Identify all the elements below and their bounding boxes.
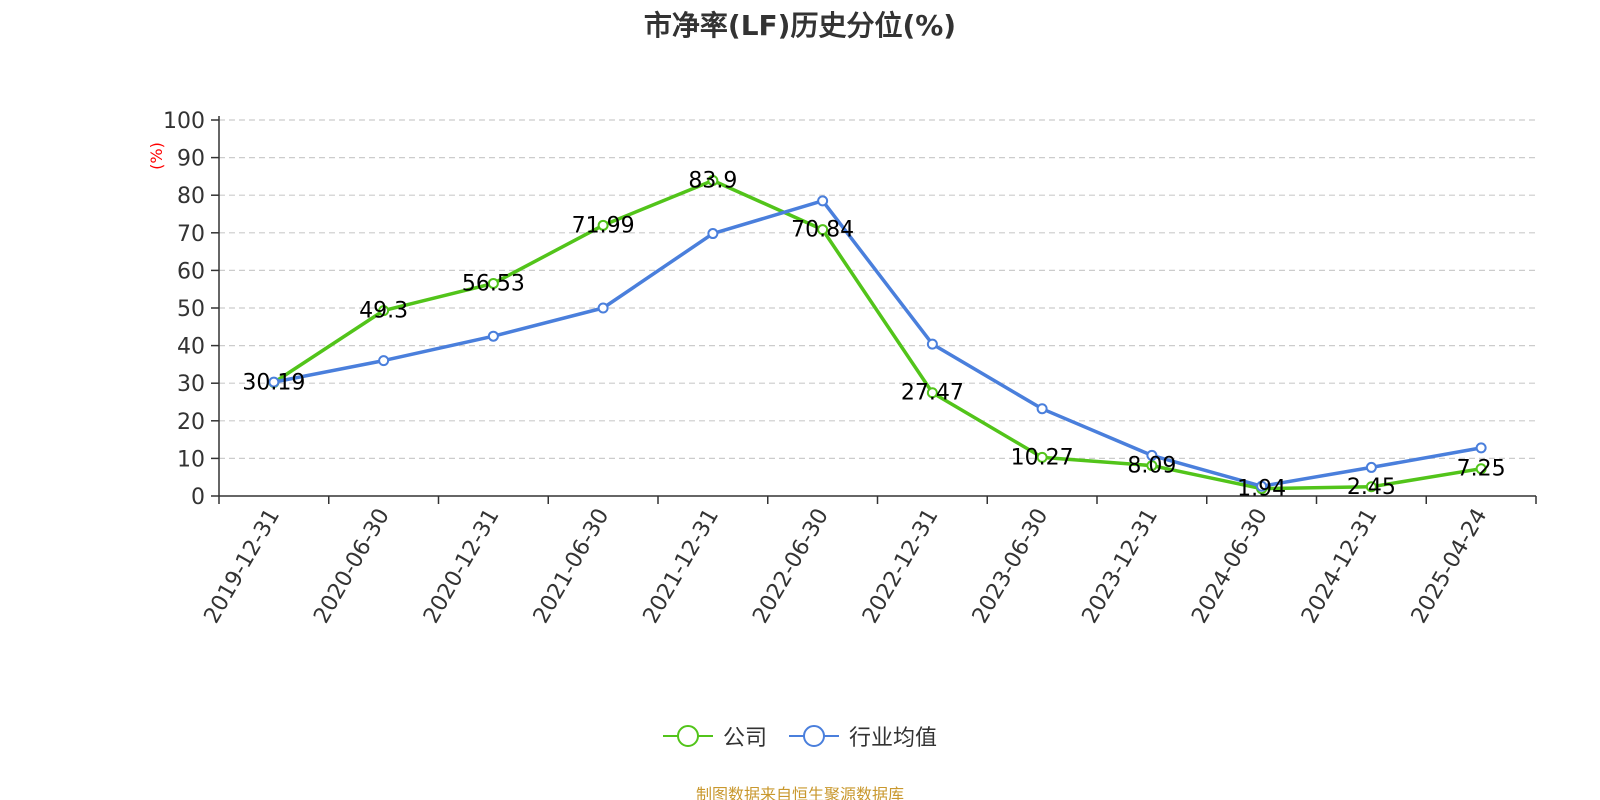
data-point-1 — [1475, 442, 1487, 454]
y-tick-label: 60 — [177, 259, 205, 284]
data-point-1 — [1365, 461, 1377, 473]
data-point-1 — [1256, 480, 1268, 492]
x-tick-label: 2022-06-30 — [748, 505, 834, 628]
y-tick-label: 50 — [177, 297, 205, 322]
x-tick-label: 2024-12-31 — [1297, 505, 1383, 628]
data-point-1 — [597, 302, 609, 314]
x-tick-label: 2022-12-31 — [858, 505, 944, 628]
x-tick-label: 2023-06-30 — [968, 505, 1054, 628]
data-label: 1.94 — [1237, 477, 1286, 502]
data-point-0 — [487, 277, 499, 289]
x-tick-label: 2020-06-30 — [309, 505, 395, 628]
data-label: 27.47 — [901, 381, 964, 406]
source-note: 制图数据来自恒生聚源数据库 — [695, 785, 904, 800]
data-point-0 — [926, 387, 938, 399]
data-label: 70.84 — [791, 218, 854, 243]
data-point-1 — [1036, 403, 1048, 415]
x-tick-label: 2020-12-31 — [419, 505, 505, 628]
data-point-1 — [707, 228, 719, 240]
data-point-0 — [1365, 481, 1377, 493]
data-point-1 — [1146, 449, 1158, 461]
x-tick-label: 2024-06-30 — [1187, 505, 1273, 628]
legend-label-industry-average: 行业均值 — [849, 726, 938, 751]
data-point-0 — [1475, 463, 1487, 475]
data-point-1 — [268, 376, 280, 388]
legend: 公司 行业均值 — [0, 720, 1600, 752]
y-tick-label: 70 — [177, 222, 205, 247]
y-tick-label: 10 — [177, 447, 205, 472]
y-tick-label: 0 — [191, 485, 205, 510]
legend-label-company: 公司 — [722, 726, 767, 751]
data-point-1 — [378, 355, 390, 367]
x-tick-label: 2023-12-31 — [1077, 505, 1163, 628]
data-point-0 — [817, 224, 829, 236]
chart-title: 市净率(LF)历史分位(%) — [643, 9, 957, 42]
legend-item-industry-average[interactable]: 行业均值 — [789, 720, 937, 752]
data-point-0 — [1146, 460, 1158, 472]
data-point-0 — [707, 175, 719, 187]
y-tick-label: 100 — [163, 109, 205, 134]
data-point-1 — [487, 330, 499, 342]
data-label: 2.45 — [1347, 475, 1396, 500]
y-tick-label: 80 — [177, 184, 205, 209]
series-line-1 — [273, 199, 1482, 488]
data-label: 10.27 — [1011, 445, 1074, 470]
x-tick-label: 2021-12-31 — [638, 505, 724, 628]
legend-item-company[interactable]: 公司 — [662, 720, 767, 752]
data-point-0 — [597, 219, 609, 231]
data-label: 7.25 — [1457, 457, 1506, 482]
legend-marker-industry-average — [789, 725, 839, 747]
x-tick-label: 2021-06-30 — [529, 505, 615, 628]
data-point-1 — [817, 195, 829, 207]
x-tick-label: 2019-12-31 — [199, 505, 285, 628]
y-tick-label: 30 — [177, 372, 205, 397]
data-point-0 — [1036, 451, 1048, 463]
data-label: 8.09 — [1127, 454, 1176, 479]
data-point-1 — [926, 338, 938, 350]
data-label: 49.3 — [359, 299, 408, 324]
data-label: 56.53 — [462, 271, 525, 296]
y-tick-label: 20 — [177, 410, 205, 435]
data-label: 30.19 — [242, 370, 305, 395]
y-tick-label: 90 — [177, 147, 205, 172]
legend-marker-company — [662, 725, 713, 747]
y-tick-label: 40 — [177, 335, 205, 360]
series-line-0 — [272, 178, 1482, 491]
data-label: 83.9 — [688, 169, 737, 194]
y-axis-label: (%) — [147, 142, 166, 170]
data-label: 71.99 — [572, 213, 635, 238]
x-tick-label: 2025-04-24 — [1407, 505, 1493, 628]
data-point-0 — [378, 305, 390, 317]
